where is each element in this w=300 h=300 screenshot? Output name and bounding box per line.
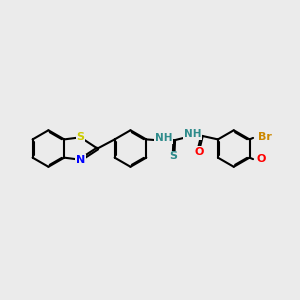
Text: S: S — [170, 152, 178, 161]
Text: S: S — [76, 132, 84, 142]
Text: NH: NH — [184, 129, 201, 139]
Text: O: O — [194, 147, 204, 157]
Text: O: O — [256, 154, 266, 164]
Text: NH: NH — [155, 133, 172, 143]
Text: Br: Br — [258, 132, 272, 142]
Text: N: N — [76, 155, 85, 165]
